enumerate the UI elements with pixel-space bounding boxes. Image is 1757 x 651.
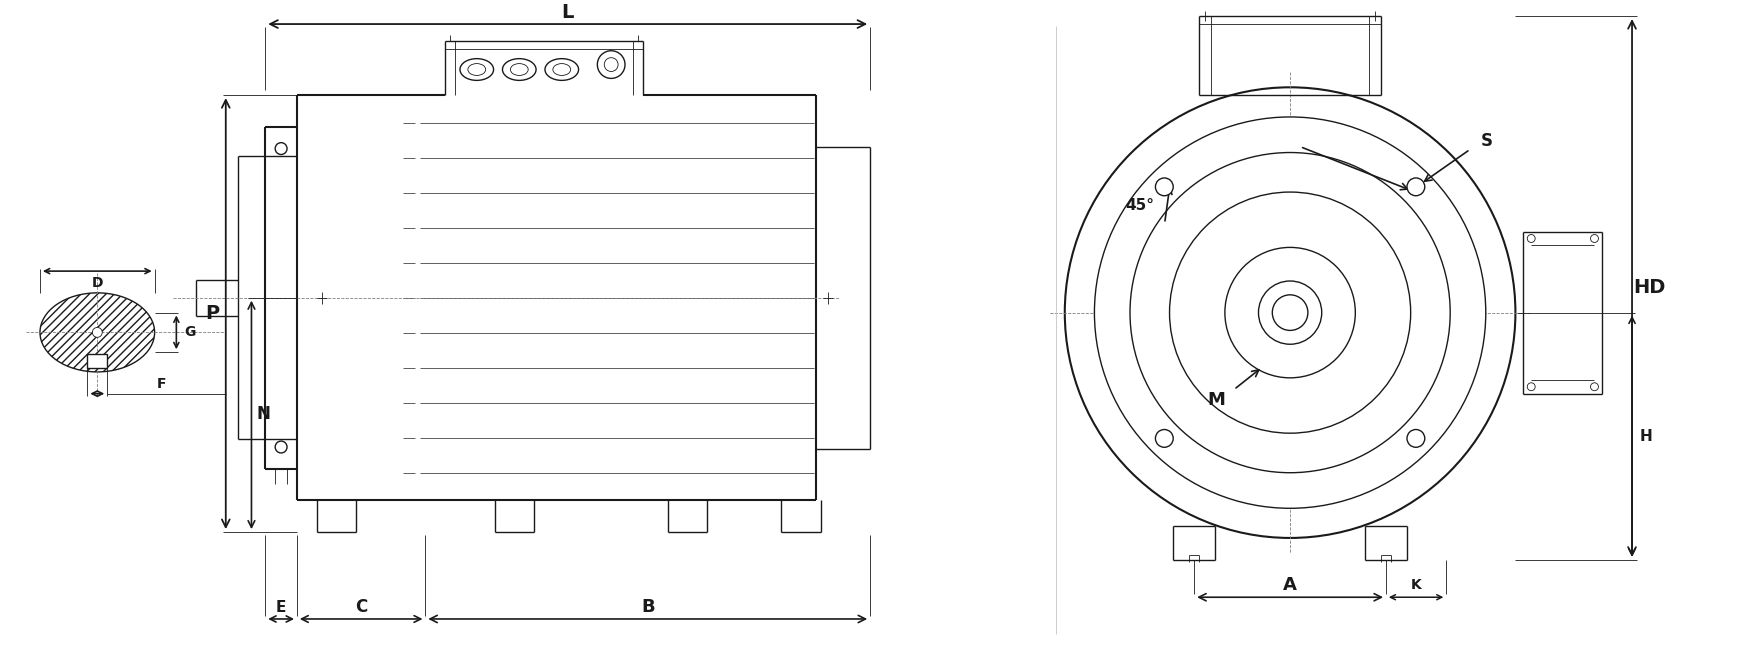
Circle shape [1258, 281, 1321, 344]
Circle shape [1065, 87, 1516, 538]
Text: B: B [641, 598, 655, 616]
Circle shape [597, 51, 625, 78]
Ellipse shape [510, 64, 529, 76]
Text: P: P [206, 304, 220, 323]
Circle shape [1527, 234, 1536, 242]
Ellipse shape [545, 59, 578, 80]
Circle shape [276, 441, 286, 453]
Ellipse shape [40, 293, 155, 372]
Text: G: G [184, 326, 195, 339]
Circle shape [1225, 247, 1355, 378]
Circle shape [1156, 178, 1174, 196]
Circle shape [1590, 383, 1599, 391]
Circle shape [604, 58, 618, 72]
Circle shape [1130, 152, 1450, 473]
Text: S: S [1481, 132, 1493, 150]
Text: L: L [562, 3, 575, 21]
Circle shape [1407, 178, 1425, 196]
Circle shape [276, 143, 286, 154]
Circle shape [1527, 383, 1536, 391]
Text: N: N [257, 406, 271, 423]
Circle shape [1095, 117, 1486, 508]
Text: M: M [1207, 391, 1225, 409]
Text: HD: HD [1634, 279, 1666, 298]
Text: E: E [276, 600, 286, 615]
Text: D: D [91, 276, 104, 290]
Text: K: K [1411, 578, 1421, 592]
Ellipse shape [467, 64, 485, 76]
Text: A: A [1283, 576, 1297, 594]
Circle shape [1407, 430, 1425, 447]
Ellipse shape [503, 59, 536, 80]
Bar [88, 354, 107, 368]
Text: 45°: 45° [1126, 199, 1154, 214]
Text: C: C [355, 598, 367, 616]
Circle shape [93, 327, 102, 337]
Circle shape [1272, 295, 1307, 331]
Circle shape [1156, 430, 1174, 447]
Text: F: F [156, 377, 167, 391]
Text: H: H [1639, 428, 1652, 443]
Ellipse shape [460, 59, 494, 80]
Ellipse shape [553, 64, 571, 76]
Circle shape [1590, 234, 1599, 242]
Circle shape [1170, 192, 1411, 433]
